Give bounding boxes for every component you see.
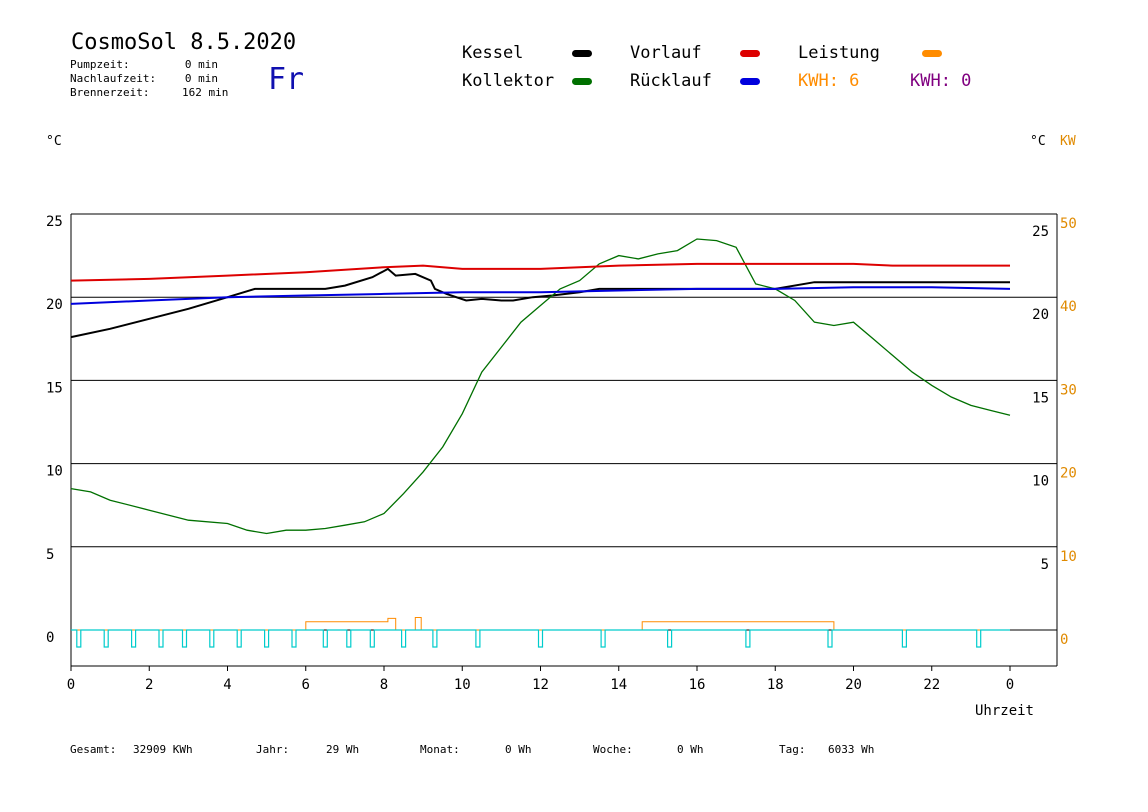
y-right-celsius-tick-label: 20 [1032, 307, 1049, 323]
y-left-tick-label: 25 [46, 214, 63, 230]
left-axis-unit: °C [46, 134, 62, 149]
weekday-label: Fr [268, 62, 305, 97]
y-right-celsius-tick-label: 15 [1032, 390, 1049, 406]
y-right-kw-tick-label: 10 [1060, 549, 1077, 565]
y-right-celsius-tick-label: 5 [1041, 557, 1049, 573]
footer-jahr-value: 29 Wh [326, 743, 360, 756]
legend-vorlauf-label: Vorlauf [630, 43, 702, 63]
y-right-kw-tick-label: 0 [1060, 632, 1068, 648]
y-right-kw-tick-label: 30 [1060, 382, 1077, 398]
y-right-kw-tick-label: 20 [1060, 466, 1077, 482]
y-left-tick-label: 15 [46, 380, 63, 396]
legend-vorlauf-swatch [740, 50, 760, 57]
x-tick-label: 20 [845, 677, 862, 693]
series-line-vorlauf [70, 262, 1010, 282]
x-tick-label: 2 [145, 677, 153, 693]
x-tick-label: 0 [67, 677, 75, 693]
footer-woche-value: 0 Wh [677, 743, 704, 756]
stat-label: Pumpzeit: [70, 58, 130, 71]
x-tick-label: 0 [1006, 677, 1014, 693]
y-right-kw-tick-label: 50 [1060, 216, 1077, 232]
footer-tag-label: Tag: [779, 743, 806, 756]
x-tick-label: 22 [923, 677, 940, 693]
y-right-kw-tick-label: 40 [1060, 299, 1077, 315]
footer-gesamt-label: Gesamt: [70, 743, 117, 756]
legend-kessel-label: Kessel [462, 43, 524, 63]
y-left-tick-label: 10 [46, 464, 63, 480]
stat-value: 0 min [184, 72, 218, 85]
series-line-kollektor [70, 238, 1011, 535]
right-axis-unit-celsius: °C [1030, 134, 1046, 149]
stat-brennerzeit: Brennerzeit: 162 min [70, 86, 228, 99]
stat-label: Nachlaufzeit: [70, 72, 157, 85]
series-line-kessel [70, 267, 1010, 339]
legend-kwh-2: KWH: 0 [910, 71, 972, 91]
x-tick-label: 10 [454, 677, 471, 693]
footer-monat-value: 0 Wh [505, 743, 532, 756]
x-tick-label: 16 [689, 677, 706, 693]
series-line-leistung [71, 617, 1010, 631]
footer-jahr-label: Jahr: [256, 743, 290, 756]
stat-pumpzeit: Pumpzeit: 0 min [70, 58, 218, 71]
footer-gesamt-value: 32909 KWh [133, 743, 193, 756]
x-tick-label: 6 [302, 677, 310, 693]
stat-value: 162 min [182, 86, 229, 99]
x-tick-label: 14 [610, 677, 627, 693]
footer-tag-value: 6033 Wh [828, 743, 875, 756]
footer-monat-label: Monat: [420, 743, 460, 756]
y-right-celsius-tick-label: 25 [1032, 224, 1049, 240]
stat-value: 0 min [184, 58, 218, 71]
legend-kessel-swatch [572, 50, 592, 57]
x-tick-label: 18 [767, 677, 784, 693]
stat-nachlaufzeit: Nachlaufzeit: 0 min [70, 72, 218, 85]
right-axis-unit-kw: KW [1060, 134, 1076, 149]
y-left-tick-label: 5 [46, 547, 54, 563]
chart-title: CosmoSol 8.5.2020 [71, 30, 297, 55]
legend-ruecklauf-label: Rücklauf [630, 71, 712, 91]
series-line-ruecklauf [70, 286, 1011, 305]
y-left-tick-label: 0 [46, 630, 54, 646]
legend-ruecklauf-swatch [740, 78, 760, 85]
legend-leistung-label: Leistung [798, 43, 880, 63]
footer-woche-label: Woche: [593, 743, 633, 756]
pump-signal-line [71, 629, 1010, 648]
y-left-tick-label: 20 [46, 297, 63, 313]
legend-kollektor-swatch [572, 78, 592, 85]
x-tick-label: 8 [380, 677, 388, 693]
legend-kwh-1: KWH: 6 [798, 71, 860, 91]
legend-kollektor-label: Kollektor [462, 71, 555, 91]
x-tick-label: 12 [532, 677, 549, 693]
stat-label: Brennerzeit: [70, 86, 150, 99]
x-tick-label: 4 [223, 677, 231, 693]
x-axis-label: Uhrzeit [975, 703, 1034, 719]
y-right-celsius-tick-label: 10 [1032, 474, 1049, 490]
legend-leistung-swatch [922, 50, 942, 57]
